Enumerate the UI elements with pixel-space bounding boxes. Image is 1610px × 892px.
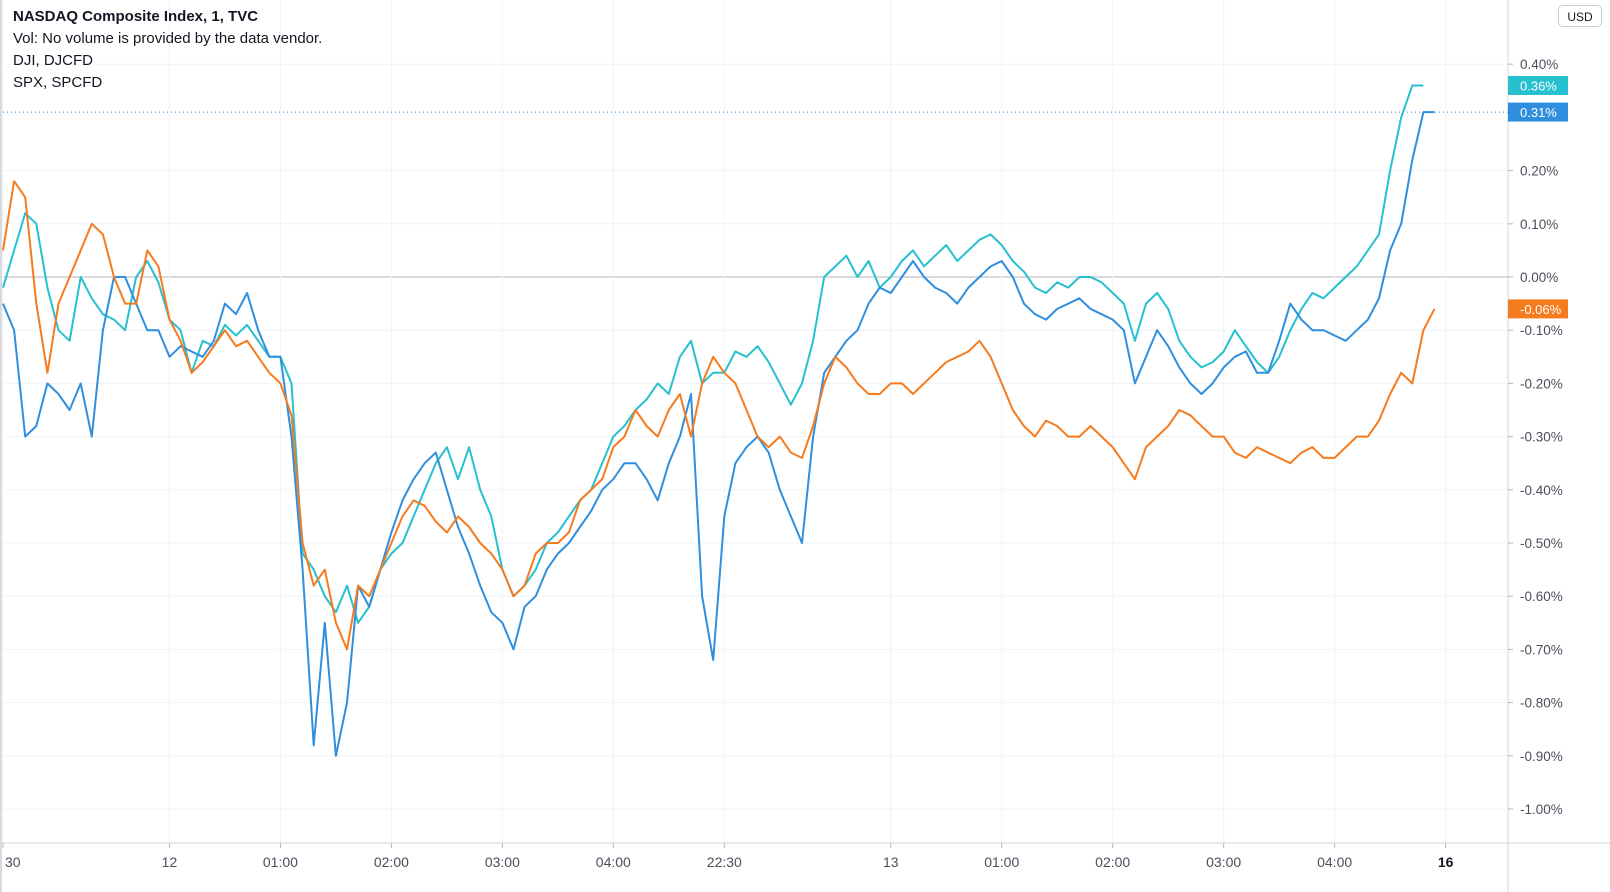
- last-value-tag: -0.06%: [1508, 299, 1568, 319]
- y-tick-label: 0.20%: [1520, 164, 1558, 179]
- last-value-tag-bg: [1508, 102, 1568, 122]
- y-tick-label: 0.40%: [1520, 57, 1558, 72]
- x-tick-label: 13: [883, 854, 899, 870]
- currency-button[interactable]: USD: [1558, 5, 1602, 27]
- x-tick-label: 04:00: [596, 854, 631, 870]
- y-tick-label: -0.70%: [1520, 642, 1563, 657]
- y-tick-label: 0.00%: [1520, 270, 1558, 285]
- last-value-tag-bg: [1508, 299, 1568, 319]
- y-tick-label: -0.20%: [1520, 376, 1563, 391]
- y-axis: 0.40% 0.20% 0.10% 0.00% -0.10% -0.20% -0.30% -0…: [1508, 57, 1563, 817]
- x-tick-label: 04:00: [1317, 854, 1352, 870]
- x-tick-label: 03:00: [485, 854, 520, 870]
- x-tick-label: 22:30: [707, 854, 742, 870]
- x-tick-label: 03:00: [1206, 854, 1241, 870]
- series-line-1: [2, 111, 1435, 757]
- last-value-tag-label: -0.06%: [1520, 302, 1562, 317]
- y-tick-label: -0.10%: [1520, 323, 1563, 338]
- last-value-tag-label: 0.36%: [1520, 78, 1557, 93]
- x-tick-label: 02:00: [374, 854, 409, 870]
- series-line-2: [2, 180, 1436, 651]
- y-tick-label: -0.80%: [1520, 696, 1563, 711]
- last-value-tag: 0.36%: [1508, 75, 1568, 95]
- x-axis: 30 12 01:00 02:00 03:00 04:00 22:30 13 01:00 02:0…: [2, 843, 1454, 870]
- x-tick-label: 01:00: [984, 854, 1019, 870]
- volume-note: Vol: No volume is provided by the data v…: [13, 30, 323, 47]
- last-value-tags: 0.36% 0.31% -0.06%: [1508, 75, 1568, 319]
- y-tick-label: 0.10%: [1520, 217, 1558, 232]
- compare-symbol-spx[interactable]: SPX, SPCFD: [13, 74, 103, 91]
- y-tick-label: -0.90%: [1520, 749, 1563, 764]
- last-value-tag-label: 0.31%: [1520, 105, 1557, 120]
- y-tick-label: -0.50%: [1520, 536, 1563, 551]
- y-tick-label: -0.40%: [1520, 483, 1563, 498]
- x-tick-label: 01:00: [263, 854, 298, 870]
- chart-legend: NASDAQ Composite Index, 1, TVC Vol: No v…: [13, 6, 322, 94]
- x-tick-label: 02:00: [1095, 854, 1130, 870]
- main-symbol-title[interactable]: NASDAQ Composite Index, 1, TVC: [13, 8, 259, 25]
- x-tick-label: 16: [1438, 854, 1454, 870]
- y-tick-label: -0.30%: [1520, 430, 1563, 445]
- compare-symbol-dji[interactable]: DJI, DJCFD: [13, 52, 93, 69]
- x-tick-label: 30: [5, 854, 21, 870]
- y-tick-label: -0.60%: [1520, 589, 1563, 604]
- y-tick-label: -1.00%: [1520, 802, 1563, 817]
- series-line-0: [2, 84, 1424, 624]
- x-tick-label: 12: [162, 854, 178, 870]
- series-lines: [2, 84, 1436, 757]
- last-value-tag: 0.31%: [1508, 102, 1568, 122]
- last-value-tag-bg: [1508, 75, 1568, 95]
